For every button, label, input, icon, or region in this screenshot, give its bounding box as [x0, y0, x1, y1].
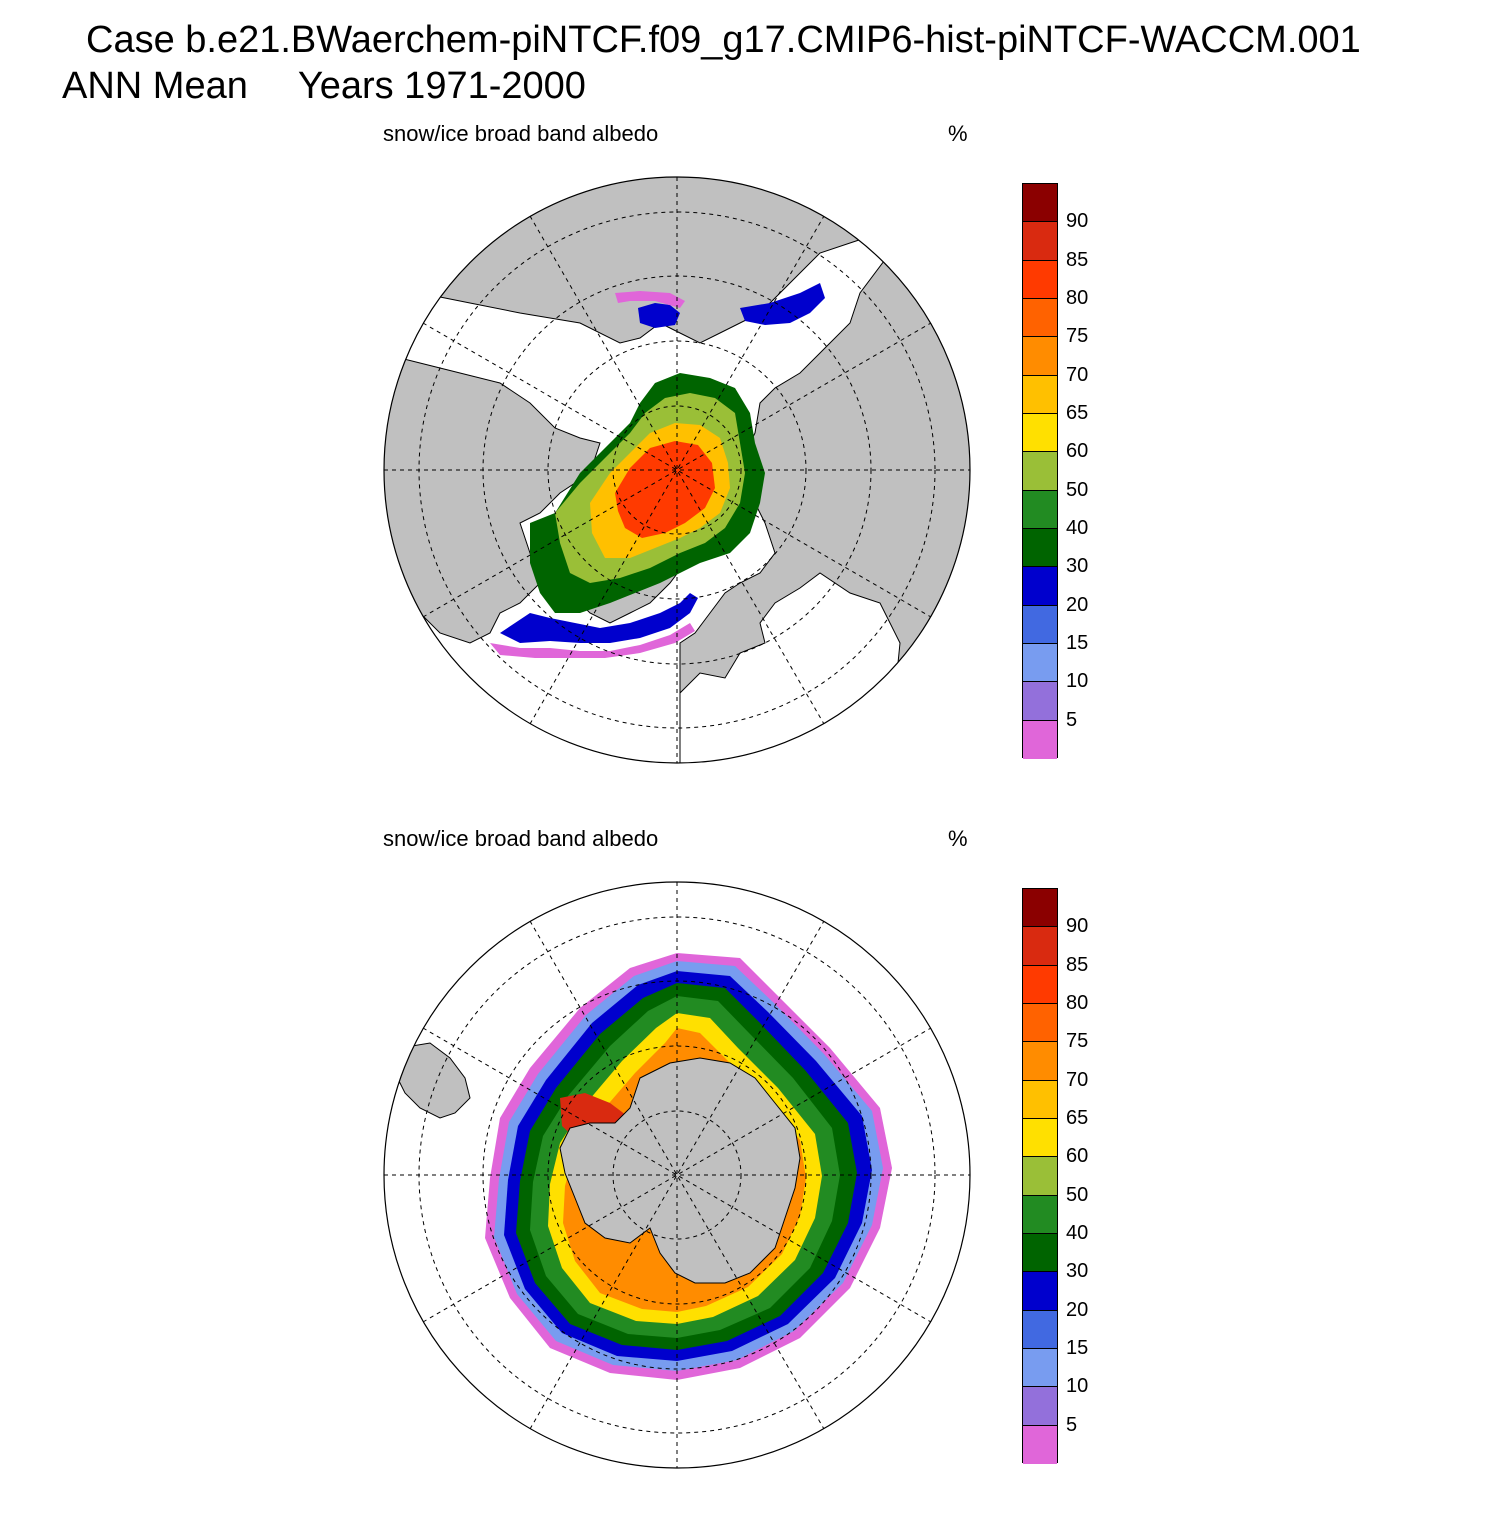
map-boundary [383, 881, 971, 1469]
colorbar-segment [1023, 965, 1057, 1004]
colorbar-segment [1023, 184, 1057, 223]
colorbar-tick-label: 40 [1066, 1222, 1089, 1244]
years-label: Years 1971-2000 [297, 65, 586, 107]
colorbar-segment [1023, 452, 1057, 491]
colorbar-segment [1023, 1387, 1057, 1426]
colorbar-segment [1023, 1348, 1057, 1388]
colorbar-tick-label: 75 [1066, 1030, 1089, 1053]
colorbar-segment [1023, 567, 1057, 606]
colorbar-tick-label: 75 [1066, 325, 1089, 348]
ice-edge-pink [490, 623, 695, 658]
case-title: Case b.e21.BWaerchem-piNTCF.f09_g17.CMIP… [86, 19, 1361, 61]
colorbar-segment [1023, 298, 1057, 338]
colorbar-segment [1023, 605, 1057, 644]
colorbar-tick-label: 15 [1066, 1337, 1089, 1359]
colorbar-segment [1023, 1157, 1057, 1196]
colorbar-segment [1023, 1425, 1057, 1464]
colorbar-segment [1023, 643, 1057, 683]
colorbar-tick-label: 10 [1066, 670, 1089, 693]
colorbar-segment [1023, 1233, 1057, 1273]
colorbar-segment [1023, 1272, 1057, 1311]
colorbar-tick-label: 40 [1066, 517, 1089, 539]
colorbar-segment [1023, 682, 1057, 721]
panel-title: snow/ice broad band albedo [383, 121, 659, 146]
panel-title: snow/ice broad band albedo [383, 826, 659, 851]
colorbar-segment [1023, 260, 1057, 299]
colorbar [1022, 888, 1058, 1464]
north-america-land [384, 352, 601, 644]
colorbar-tick-label: 70 [1066, 1068, 1089, 1091]
colorbar-segment [1023, 413, 1057, 453]
colorbar-segment [1023, 1003, 1057, 1043]
colorbar-tick-label: 20 [1066, 1298, 1089, 1321]
colorbar-segment [1023, 889, 1057, 928]
colorbar-tick-label: 5 [1066, 708, 1078, 731]
colorbar-segment [1023, 375, 1057, 414]
colorbar-tick-label: 90 [1066, 210, 1089, 233]
colorbar-segment [1023, 927, 1057, 966]
period-title: ANN Mean Years 1971-2000 [62, 64, 586, 108]
colorbar-segment [1023, 337, 1057, 376]
colorbar-segment [1023, 1042, 1057, 1081]
colorbar-tick-label: 60 [1066, 440, 1089, 463]
colorbar-tick-label: 90 [1066, 915, 1089, 938]
colorbar-segment [1023, 222, 1057, 261]
ice-core-80 [615, 441, 715, 538]
colorbar-tick-label: 60 [1066, 1145, 1089, 1168]
okhotsk-ice [740, 283, 825, 325]
colorbar-tick-label: 65 [1066, 402, 1089, 424]
bering-ice [638, 303, 680, 328]
colorbar-tick-label: 80 [1066, 992, 1089, 1014]
colorbar-tick-label: 30 [1066, 555, 1089, 578]
panel-units: % [948, 121, 968, 146]
colorbar-tick-label: 85 [1066, 953, 1089, 976]
colorbar-segment [1023, 1080, 1057, 1119]
panel-units: % [948, 826, 968, 851]
colorbar-tick-label: 85 [1066, 248, 1089, 271]
colorbar-tick-label: 30 [1066, 1260, 1089, 1283]
colorbar-segment [1023, 1195, 1057, 1234]
colorbar-tick-label: 10 [1066, 1375, 1089, 1398]
north-polar-map [383, 176, 971, 764]
colorbar-tick-label: 80 [1066, 287, 1089, 309]
colorbar-tick-label: 50 [1066, 478, 1089, 501]
colorbar-labels: 90 85 80 75 70 65 60 50 40 30 20 15 10 5 [1066, 888, 1126, 1463]
ice-edge-blue [500, 593, 698, 643]
south-polar-map [383, 881, 971, 1469]
colorbar-labels: 90 85 80 75 70 65 60 50 40 30 20 15 10 5 [1066, 183, 1126, 758]
season-label: ANN Mean [62, 65, 248, 107]
colorbar-tick-label: 15 [1066, 632, 1089, 654]
colorbar [1022, 183, 1058, 759]
south-america-land [394, 1042, 471, 1119]
colorbar-segment [1023, 528, 1057, 568]
colorbar-tick-label: 70 [1066, 363, 1089, 386]
bering-ice-pink [615, 291, 685, 308]
colorbar-segment [1023, 490, 1057, 529]
colorbar-segment [1023, 720, 1057, 759]
colorbar-tick-label: 50 [1066, 1183, 1089, 1206]
north-polar-panel: snow/ice broad band albedo % [0, 115, 1500, 815]
colorbar-segment [1023, 1118, 1057, 1158]
colorbar-tick-label: 20 [1066, 593, 1089, 616]
map-boundary [383, 176, 971, 764]
south-polar-panel: snow/ice broad band albedo % [0, 820, 1500, 1520]
colorbar-segment [1023, 1310, 1057, 1349]
colorbar-tick-label: 65 [1066, 1107, 1089, 1129]
colorbar-tick-label: 5 [1066, 1413, 1078, 1436]
